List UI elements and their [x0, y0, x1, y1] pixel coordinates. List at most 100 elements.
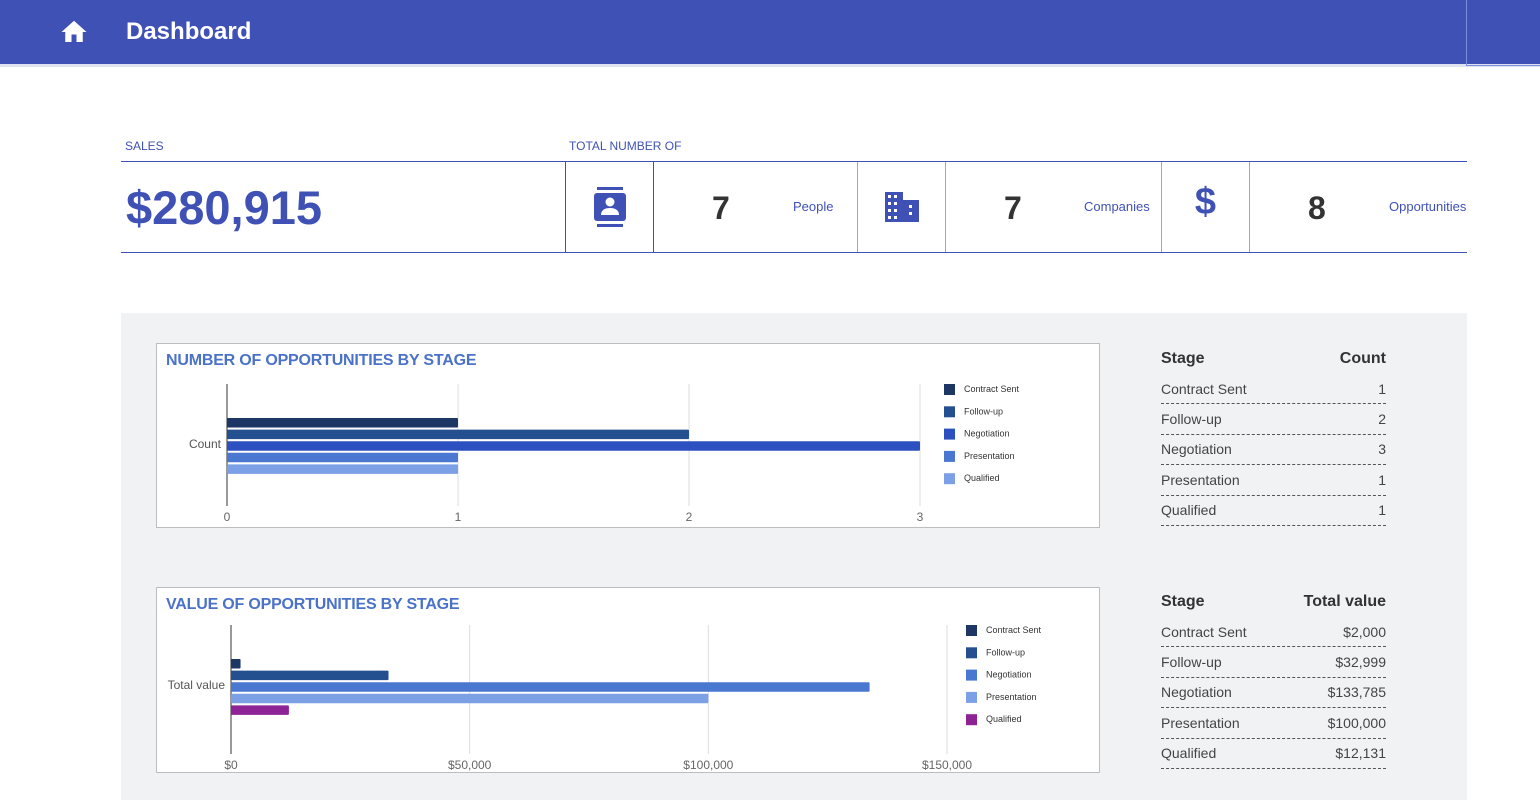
opportunities-icon-cell: $	[1161, 162, 1249, 252]
stage-cell: Follow-up	[1161, 411, 1222, 428]
people-icon-cell	[565, 162, 653, 252]
stage-cell: Contract Sent	[1161, 380, 1247, 397]
table-row: Qualified 1	[1161, 496, 1386, 526]
companies-icon-cell	[857, 162, 945, 252]
building-icon	[884, 192, 919, 222]
legend-label: Contract Sent	[964, 384, 1020, 394]
tick-label: $50,000	[448, 758, 492, 772]
summary-strip: $280,915 7 People 7 Companies $ 8 Opport…	[121, 161, 1467, 253]
bar-follow-up	[231, 670, 389, 681]
home-icon[interactable]	[58, 17, 90, 47]
companies-stat[interactable]: 7 Companies	[945, 162, 1161, 252]
bar-qualified	[227, 464, 458, 474]
category-label: Count	[189, 437, 222, 451]
opportunities-stat[interactable]: 8 Opportunities	[1249, 162, 1467, 252]
legend-label: Qualified	[964, 473, 1000, 483]
table-row: Negotiation $133,785	[1161, 678, 1386, 709]
bar-negotiation	[227, 441, 920, 451]
column-header: Stage	[1161, 593, 1205, 610]
bar-presentation	[227, 452, 458, 463]
table-row: Follow-up 2	[1161, 404, 1386, 435]
stage-cell: Negotiation	[1161, 684, 1232, 701]
count-chart: 0 1 2 3 Count Contract Sent Follow-up Negotiati…	[189, 384, 1020, 524]
value-cell: 1	[1378, 380, 1386, 397]
header-corner-box	[1466, 0, 1540, 66]
legend-label: Follow-up	[986, 647, 1025, 657]
legend-label: Qualified	[986, 714, 1022, 724]
charts-panel: 0 1 2 3 Count Contract Sent Follow-up Negotiati…	[121, 313, 1467, 800]
tick-label: 2	[686, 510, 693, 524]
value-chart-title: VALUE OF OPPORTUNITIES BY STAGE	[166, 596, 460, 613]
legend-label: Presentation	[986, 692, 1037, 702]
bar-presentation	[231, 693, 709, 704]
contact-card-icon	[593, 187, 626, 227]
column-header: Stage	[1161, 350, 1205, 367]
stage-cell: Negotiation	[1161, 441, 1232, 458]
bar-negotiation	[231, 682, 870, 692]
tick-label: 3	[917, 510, 924, 524]
people-count: 7	[712, 190, 730, 226]
tick-label: $150,000	[922, 758, 972, 772]
tick-label: $100,000	[683, 758, 733, 772]
legend-swatch	[966, 625, 977, 636]
value-cell: $100,000	[1327, 714, 1386, 731]
stage-cell: Follow-up	[1161, 654, 1222, 671]
table-row: Follow-up $32,999	[1161, 647, 1386, 678]
legend-label: Contract Sent	[986, 625, 1042, 635]
legend-label: Negotiation	[986, 670, 1032, 680]
table-header: Stage Total value	[1161, 587, 1386, 617]
stage-cell: Contract Sent	[1161, 623, 1247, 640]
total-number-label: TOTAL NUMBER OF	[569, 139, 682, 153]
value-chart-card: $0 $50,000 $100,000 $150,000 Total value Cont…	[156, 587, 1100, 773]
value-cell: $12,131	[1335, 745, 1386, 762]
table-row: Presentation 1	[1161, 465, 1386, 496]
legend-swatch	[966, 647, 977, 659]
legend-swatch	[966, 669, 977, 681]
legend-swatch	[944, 406, 955, 418]
table-row: Qualified $12,131	[1161, 739, 1386, 769]
stage-cell: Qualified	[1161, 745, 1217, 762]
legend-label: Negotiation	[964, 429, 1010, 439]
stage-cell: Presentation	[1161, 471, 1240, 488]
count-table: Stage Count Contract Sent 1 Follow-up 2 Negoti…	[1161, 344, 1386, 526]
opportunities-count: 8	[1308, 190, 1326, 226]
legend-swatch	[944, 428, 955, 440]
stage-cell: Qualified	[1161, 502, 1217, 519]
tick-label: $0	[224, 758, 238, 772]
legend-swatch	[944, 384, 955, 395]
dollar-icon: $	[1194, 180, 1217, 223]
sales-value: $280,915	[126, 181, 323, 234]
page-title: Dashboard	[126, 18, 252, 45]
value-table: Stage Total value Contract Sent $2,000 Follo…	[1161, 587, 1386, 769]
sales-label: SALES	[125, 139, 164, 153]
value-cell: 1	[1378, 471, 1386, 488]
category-label: Total value	[168, 678, 226, 692]
table-row: Negotiation 3	[1161, 435, 1386, 466]
table-row: Presentation $100,000	[1161, 708, 1386, 739]
count-chart-title: NUMBER OF OPPORTUNITIES BY STAGE	[166, 352, 477, 369]
count-chart-card: 0 1 2 3 Count Contract Sent Follow-up Negotiati…	[156, 343, 1100, 528]
legend-swatch	[944, 450, 955, 462]
column-header: Total value	[1303, 593, 1386, 610]
legend-label: Follow-up	[964, 406, 1003, 416]
tick-label: 1	[455, 510, 462, 524]
people-label: People	[793, 199, 834, 214]
bar-contract-sent	[227, 418, 458, 428]
value-cell: $2,000	[1343, 623, 1386, 640]
legend-swatch	[966, 691, 977, 703]
value-cell: $32,999	[1335, 654, 1386, 671]
column-header: Count	[1339, 350, 1386, 367]
bar-follow-up	[227, 429, 689, 440]
stage-cell: Presentation	[1161, 714, 1240, 731]
legend-label: Presentation	[964, 451, 1015, 461]
legend-swatch	[966, 714, 977, 726]
legend-swatch	[944, 473, 955, 485]
value-cell: 3	[1378, 441, 1386, 458]
table-row: Contract Sent $2,000	[1161, 617, 1386, 648]
value-cell: 1	[1378, 502, 1386, 519]
bar-qualified	[231, 705, 289, 715]
value-cell: $133,785	[1327, 684, 1386, 701]
value-cell: 2	[1378, 411, 1386, 428]
people-stat[interactable]: 7 People	[653, 162, 857, 252]
bar-contract-sent	[231, 659, 241, 669]
